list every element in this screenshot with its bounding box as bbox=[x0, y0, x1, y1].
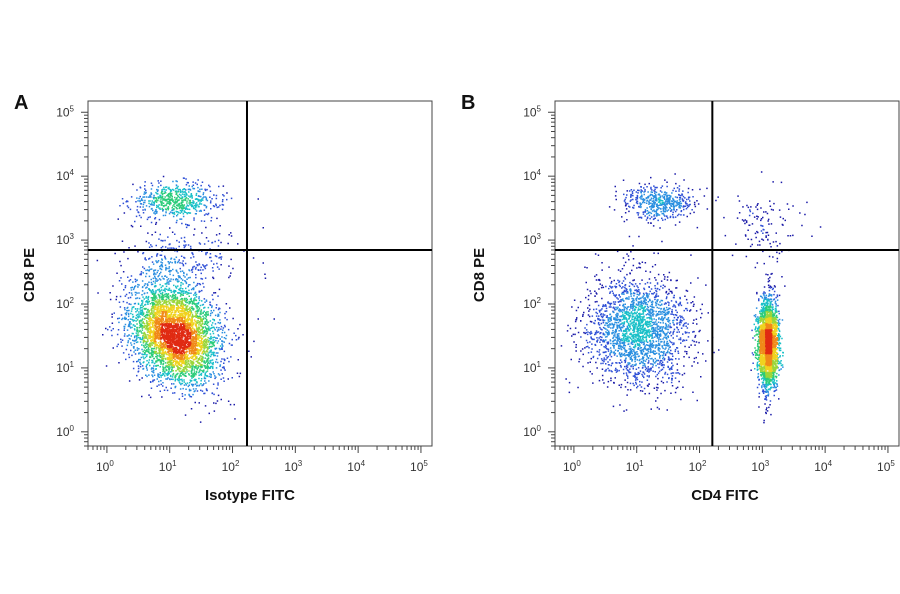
event-dots-density-7 bbox=[759, 323, 779, 367]
panel-b-x-axis-title: CD4 FITC bbox=[691, 487, 759, 504]
y-tick-label: 101 bbox=[56, 360, 74, 375]
panel-a-y-axis-title: CD8 PE bbox=[21, 248, 38, 302]
y-tick-label: 103 bbox=[56, 232, 74, 247]
event-dots-density-4 bbox=[753, 305, 779, 385]
panel-a-letter: A bbox=[14, 92, 28, 114]
x-tick-label: 101 bbox=[626, 459, 644, 474]
y-tick-label: 101 bbox=[523, 360, 541, 375]
event-dots-density-4 bbox=[136, 191, 216, 379]
panel-a-quadrant-gates bbox=[88, 101, 432, 446]
x-tick-label: 104 bbox=[814, 459, 832, 474]
y-tick-label: 103 bbox=[523, 232, 541, 247]
event-dots-density-5 bbox=[759, 311, 779, 379]
x-tick-label: 104 bbox=[347, 459, 365, 474]
x-tick-label: 100 bbox=[96, 459, 114, 474]
panel-b-y-axis-title: CD8 PE bbox=[471, 248, 488, 302]
y-tick-label: 104 bbox=[56, 168, 74, 183]
x-tick-label: 103 bbox=[284, 459, 302, 474]
y-tick-label: 104 bbox=[523, 168, 541, 183]
event-dots-density-0 bbox=[560, 171, 822, 424]
x-tick-label: 100 bbox=[563, 459, 581, 474]
y-tick-label: 100 bbox=[523, 424, 541, 439]
x-tick-label: 105 bbox=[410, 459, 428, 474]
y-tick-label: 100 bbox=[56, 424, 74, 439]
event-dots-density-6 bbox=[148, 305, 204, 367]
event-dots-density-2 bbox=[118, 180, 228, 396]
panel-a-x-axis-ticks: 100 101 102 103 104 105 bbox=[87, 446, 428, 474]
event-dots-density-8 bbox=[765, 329, 773, 355]
y-tick-label: 102 bbox=[523, 296, 541, 311]
panel-b-letter: B bbox=[461, 92, 475, 114]
panel-a-points bbox=[96, 175, 275, 423]
x-tick-label: 102 bbox=[222, 459, 240, 474]
y-tick-label: 105 bbox=[523, 104, 541, 119]
panel-a-x-axis-title: Isotype FITC bbox=[205, 487, 295, 504]
panel-a: A 100 101 102 103 104 105 100101102103104105 … bbox=[14, 92, 433, 504]
panel-b-points bbox=[560, 171, 822, 424]
event-dots-density-2 bbox=[603, 191, 784, 397]
x-tick-label: 103 bbox=[751, 459, 769, 474]
event-dots-density-6 bbox=[759, 317, 779, 373]
panel-a-y-axis-ticks: 100 101 102 103 104 105 bbox=[56, 104, 88, 447]
panel-b-quadrant-gates bbox=[555, 101, 899, 446]
x-tick-label: 105 bbox=[877, 459, 895, 474]
x-tick-label: 101 bbox=[159, 459, 177, 474]
event-dots-density-1 bbox=[580, 185, 780, 402]
y-tick-label: 102 bbox=[56, 296, 74, 311]
panel-b-plot-frame bbox=[554, 100, 900, 447]
event-dots-density-8 bbox=[160, 323, 192, 355]
event-dots-density-3 bbox=[130, 185, 222, 385]
event-dots-density-5 bbox=[142, 299, 210, 373]
panel-b-y-axis-ticks: 100 101 102 103 104 105 bbox=[523, 104, 555, 447]
panel-b: B 100 101 102 103 104 105 100101102103104105 … bbox=[461, 92, 900, 504]
x-tick-label: 102 bbox=[689, 459, 707, 474]
y-tick-label: 105 bbox=[56, 104, 74, 119]
panel-a-plot-frame bbox=[87, 100, 433, 447]
panel-b-x-axis-ticks: 100 101 102 103 104 105 bbox=[554, 446, 895, 474]
